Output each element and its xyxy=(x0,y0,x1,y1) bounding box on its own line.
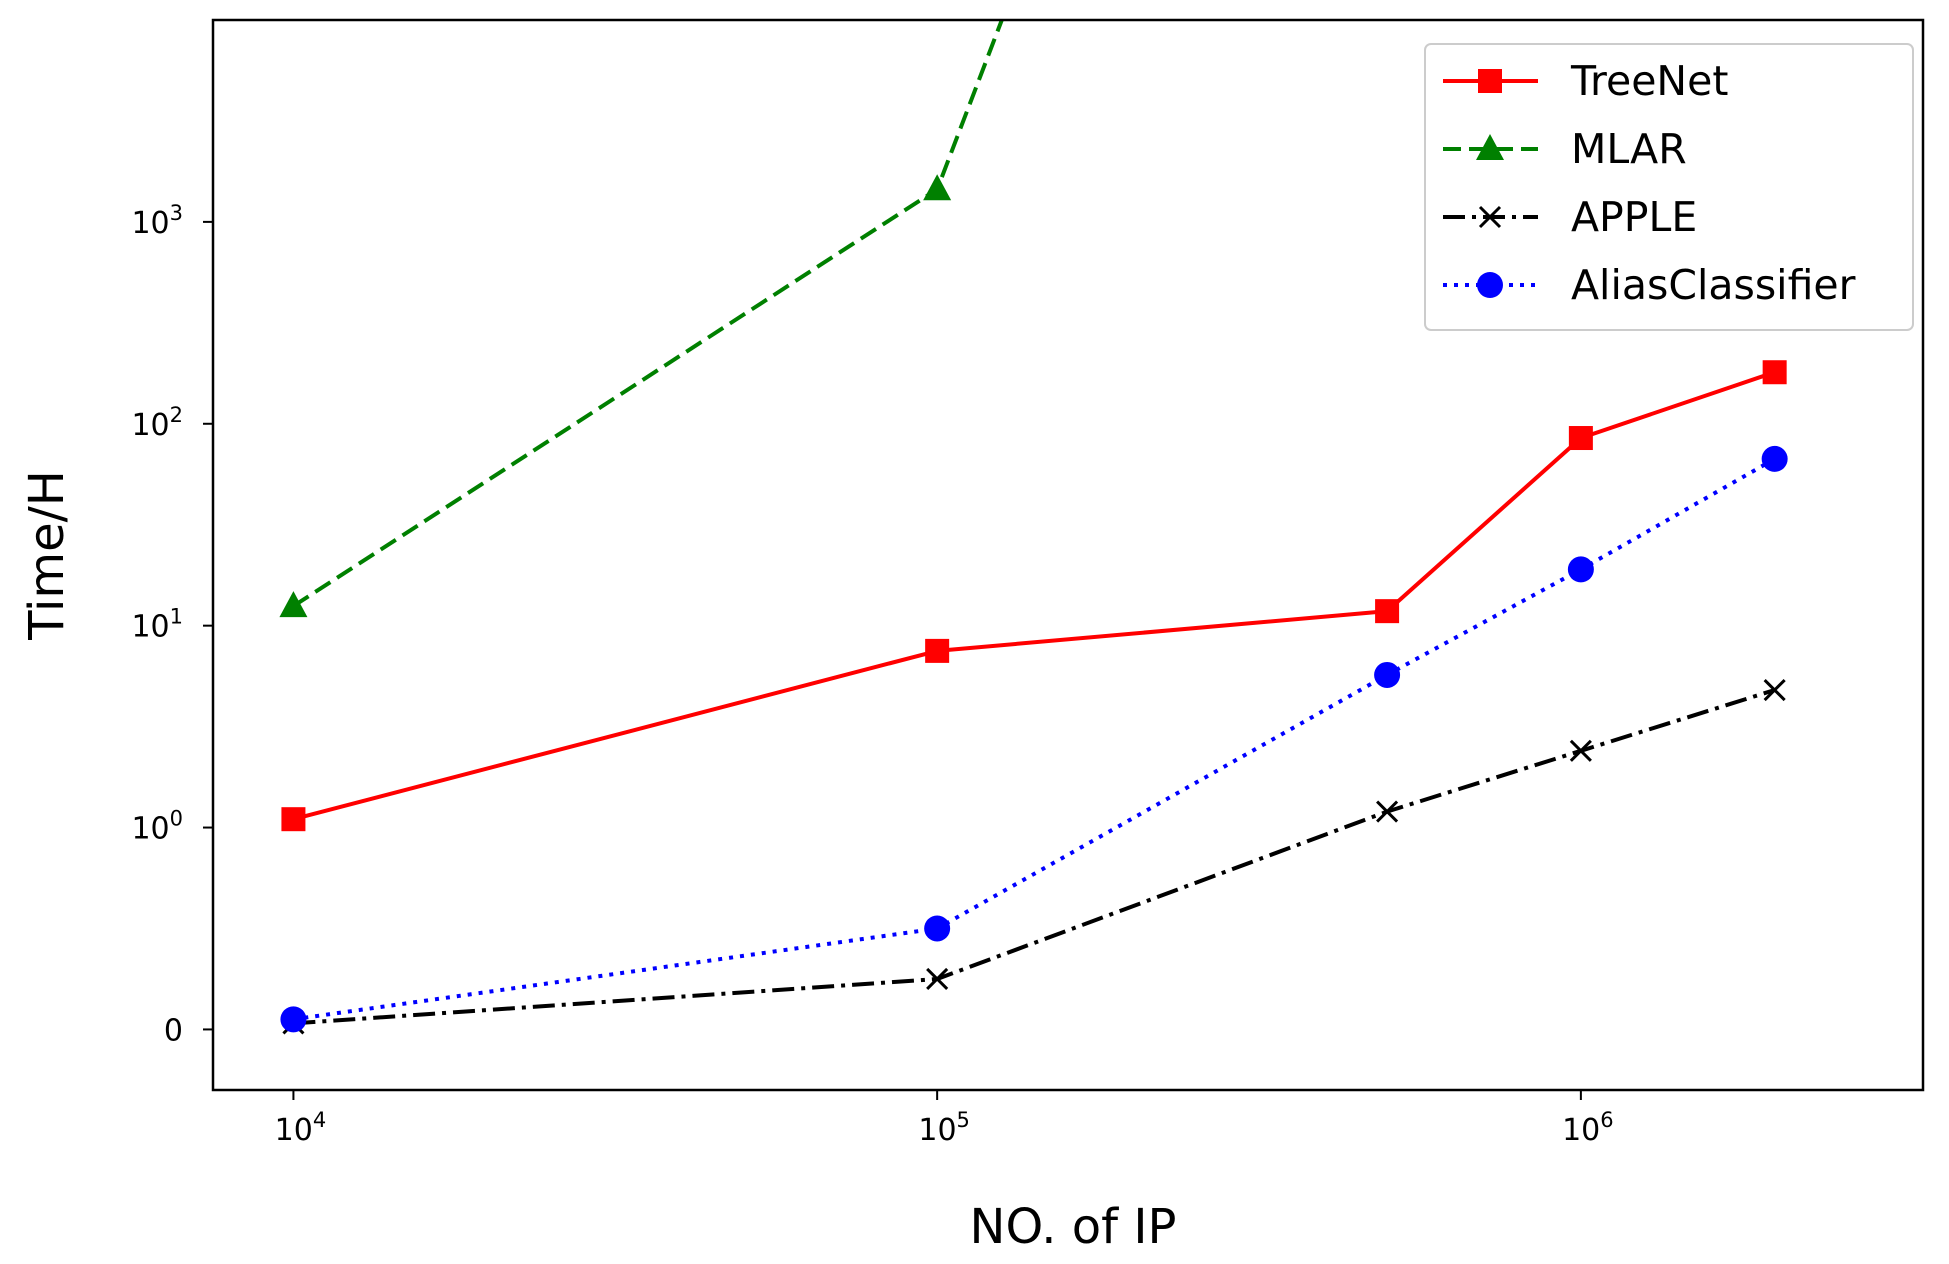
data-point xyxy=(1376,800,1399,823)
x-axis-label: NO. of IP xyxy=(970,1199,1177,1255)
y-tick-label: 101 xyxy=(131,605,183,645)
data-point xyxy=(1375,599,1400,624)
data-point xyxy=(926,967,949,991)
legend-entry: AliasClassifier xyxy=(1443,261,1856,309)
y-tick-label: 0 xyxy=(164,1013,183,1048)
data-point xyxy=(280,1006,307,1033)
x-tick-label: 104 xyxy=(275,1108,327,1148)
y-tick-label: 103 xyxy=(131,201,183,241)
y-tick-label: 102 xyxy=(131,403,183,443)
series-aliasclassifier xyxy=(280,445,1788,1033)
plot-frame xyxy=(211,18,1925,1092)
legend-label: AliasClassifier xyxy=(1571,261,1856,309)
x-tick-label: 106 xyxy=(1562,1108,1614,1148)
data-point xyxy=(925,638,950,663)
data-point xyxy=(279,591,308,618)
data-point xyxy=(1761,445,1788,472)
data-point xyxy=(1763,678,1786,702)
data-point xyxy=(1762,360,1787,385)
legend-label: MLAR xyxy=(1571,125,1687,173)
y-axis-label: Time/H xyxy=(19,470,75,641)
data-point xyxy=(1374,661,1401,688)
legend-box xyxy=(1424,43,1914,331)
legend-marker xyxy=(1478,69,1502,93)
series-treenet xyxy=(281,360,1787,832)
data-point xyxy=(924,915,951,942)
legend-marker xyxy=(1477,272,1503,298)
legend-marker xyxy=(1476,134,1504,160)
data-point xyxy=(923,174,952,201)
series-mlar xyxy=(279,20,1004,618)
legend-marker xyxy=(1478,205,1502,229)
legend-label: APPLE xyxy=(1571,193,1697,241)
y-tick-label: 100 xyxy=(131,807,183,847)
legend-entry: MLAR xyxy=(1443,125,1687,173)
data-point xyxy=(1568,426,1593,451)
data-point xyxy=(1569,739,1592,762)
legend: TreeNet MLAR APPLE AliasClassifier xyxy=(1424,43,1914,331)
data-point xyxy=(1567,556,1594,583)
data-point xyxy=(281,807,306,832)
legend-entry: TreeNet xyxy=(1443,57,1728,105)
legend-entry: APPLE xyxy=(1443,193,1697,241)
x-tick-label: 105 xyxy=(918,1108,970,1148)
legend-label: TreeNet xyxy=(1570,57,1728,105)
